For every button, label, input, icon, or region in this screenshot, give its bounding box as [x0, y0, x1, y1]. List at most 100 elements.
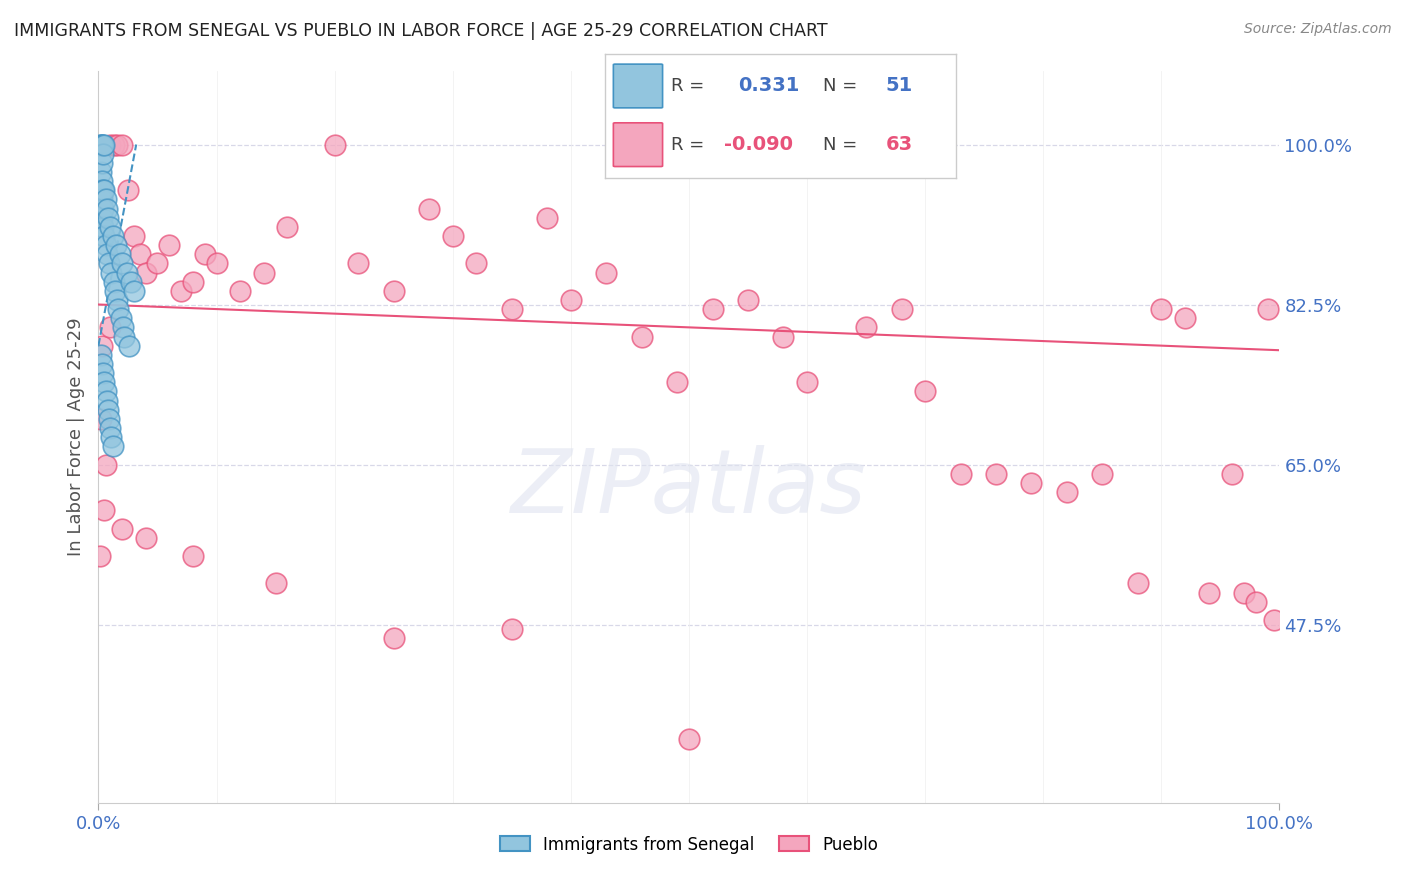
Point [796, 376, 818, 390]
Text: ZIPatlas: ZIPatlas [512, 445, 866, 532]
Point [91, 366, 114, 380]
Point [105, 238, 128, 252]
Point [98, 320, 121, 334]
Point [855, 320, 877, 334]
Point [94, 238, 117, 252]
Point [105, 293, 128, 307]
Point [91, 338, 114, 352]
Point [91, 183, 114, 197]
Point [536, 211, 558, 225]
Point [91, 211, 114, 225]
Point [111, 521, 134, 535]
Point [91, 219, 114, 234]
Point [91, 137, 114, 152]
Point [100, 266, 122, 280]
Point [501, 301, 523, 317]
Point [98, 421, 121, 435]
Point [107, 301, 129, 317]
Point [121, 275, 143, 289]
Point [128, 247, 150, 261]
Point [111, 137, 134, 152]
Point [91, 357, 114, 371]
Point [98, 412, 121, 426]
Point [98, 219, 121, 234]
Point [118, 338, 141, 352]
Text: N =: N = [823, 136, 856, 153]
Point [146, 256, 169, 270]
Point [91, 193, 114, 207]
Text: Source: ZipAtlas.com: Source: ZipAtlas.com [1244, 22, 1392, 37]
Point [382, 632, 405, 646]
Y-axis label: In Labor Force | Age 25-29: In Labor Force | Age 25-29 [66, 318, 84, 557]
Point [94, 458, 117, 472]
Point [1233, 585, 1256, 599]
Point [181, 275, 204, 289]
Text: 51: 51 [886, 77, 912, 95]
Point [91, 174, 114, 188]
Point [890, 301, 912, 317]
Point [984, 467, 1007, 481]
Point [111, 256, 134, 270]
Point [93, 228, 115, 243]
Point [465, 256, 488, 270]
Point [104, 284, 127, 298]
Point [89, 549, 111, 563]
Point [1257, 301, 1279, 317]
Point [97, 211, 120, 225]
Point [94, 193, 117, 207]
Point [1220, 467, 1243, 481]
Point [101, 228, 124, 243]
Point [264, 576, 287, 591]
Point [90, 165, 112, 179]
Point [1174, 311, 1197, 326]
Point [103, 137, 125, 152]
Text: 0.331: 0.331 [738, 77, 800, 95]
Point [90, 412, 112, 426]
Point [100, 430, 122, 444]
Point [90, 348, 112, 362]
Point [98, 256, 121, 270]
Point [108, 247, 131, 261]
Point [1021, 475, 1043, 490]
Point [96, 393, 118, 408]
Point [91, 146, 114, 161]
Point [96, 202, 118, 216]
Point [418, 202, 440, 216]
Point [112, 320, 135, 334]
Point [1150, 301, 1173, 317]
Point [93, 183, 115, 197]
Point [382, 284, 405, 298]
Point [1244, 594, 1267, 608]
Point [91, 202, 114, 216]
Point [103, 275, 125, 289]
Point [1091, 467, 1114, 481]
Point [678, 731, 700, 746]
Point [441, 228, 464, 243]
Point [97, 402, 120, 417]
Point [101, 439, 124, 453]
Point [181, 549, 204, 563]
Text: N =: N = [823, 77, 856, 95]
Point [93, 137, 115, 152]
Point [91, 155, 114, 169]
Text: R =: R = [672, 77, 704, 95]
Point [949, 467, 972, 481]
Point [1056, 485, 1078, 500]
Point [93, 376, 115, 390]
Point [914, 384, 936, 399]
Point [347, 256, 370, 270]
Point [772, 329, 794, 343]
Point [96, 247, 118, 261]
Point [122, 228, 145, 243]
Point [205, 256, 228, 270]
Point [157, 238, 180, 252]
Point [115, 266, 138, 280]
FancyBboxPatch shape [613, 123, 662, 167]
Text: R =: R = [672, 136, 704, 153]
FancyBboxPatch shape [613, 64, 662, 108]
Legend: Immigrants from Senegal, Pueblo: Immigrants from Senegal, Pueblo [494, 829, 884, 860]
Point [666, 376, 689, 390]
Point [94, 384, 117, 399]
Point [170, 284, 193, 298]
Point [122, 284, 145, 298]
